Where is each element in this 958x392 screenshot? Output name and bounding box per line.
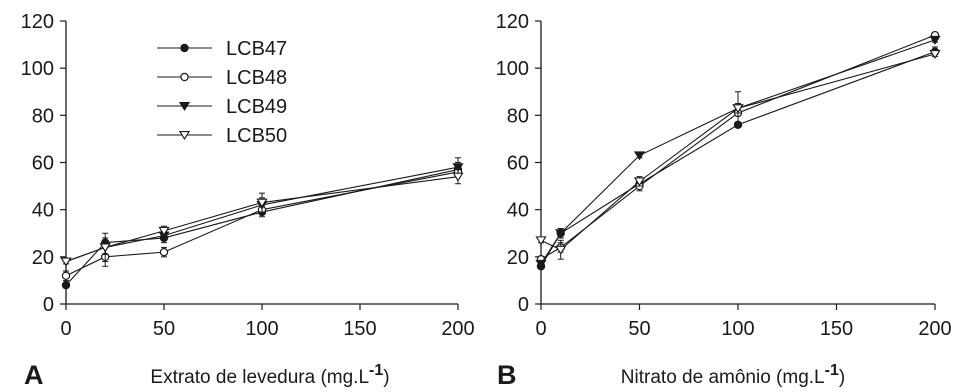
panel-a-y-tick-label: 80 bbox=[32, 105, 54, 127]
panel-a-x-tick-label: 200 bbox=[441, 318, 474, 340]
panel-b-y-tick-label: 0 bbox=[518, 294, 529, 316]
panel-b-series-lcb50 bbox=[535, 50, 941, 260]
panel-b-series-lcb50-line bbox=[540, 53, 936, 251]
panel-a-y-tick-label: 40 bbox=[32, 200, 54, 222]
legend-item-lcb47: LCB47 bbox=[157, 38, 287, 60]
panel-a-series-lcb48-point bbox=[159, 247, 169, 257]
panel-a-series-lcb48 bbox=[61, 166, 463, 281]
panel-b-x-tick-label: 200 bbox=[918, 318, 951, 340]
panel-b-x-tick-label: 50 bbox=[628, 318, 650, 340]
panel-b-series-lcb48 bbox=[536, 30, 940, 264]
panel-a-y-tick-label: 20 bbox=[32, 247, 54, 269]
panel-a-series-lcb50-point bbox=[60, 257, 72, 267]
panel-b-series-lcb50-point bbox=[732, 104, 744, 114]
legend: LCB47 LCB48 LCB49 LCB50 bbox=[157, 38, 287, 147]
legend-item-lcb48: LCB48 bbox=[157, 67, 287, 89]
panel-b-y-tick-label: 40 bbox=[507, 200, 529, 222]
panel-b-series-lcb49 bbox=[535, 35, 941, 269]
panel-b-letter: B bbox=[497, 360, 517, 390]
panel-b-series-lcb47 bbox=[536, 46, 940, 271]
legend-item-lcb49: LCB49 bbox=[157, 96, 287, 118]
panel-a-x-tick-label: 0 bbox=[60, 318, 71, 340]
panel-a-x-axis-label: Extrato de levedura (mg.L-1) bbox=[150, 362, 389, 388]
panel-a-y-tick-label: 0 bbox=[43, 294, 54, 316]
panel-b-series-lcb49-point bbox=[633, 151, 646, 161]
panel-a-series-lcb48-point bbox=[61, 271, 71, 280]
panel-b-series-lcb50-point bbox=[633, 177, 646, 187]
panel-a-series-lcb50-line bbox=[65, 176, 459, 263]
panel-a-series-lcb50-point bbox=[256, 198, 268, 208]
panel-b-series-lcb49-point bbox=[929, 35, 941, 45]
panel-a-series-lcb47 bbox=[61, 162, 463, 290]
panel-b-x-axis-label: Nitrato de amônio (mg.L-1) bbox=[621, 362, 845, 388]
panel-a-series-lcb50-point bbox=[158, 226, 170, 236]
panel-b-y-tick-label: 80 bbox=[507, 105, 529, 127]
panel-b-series-lcb48-line bbox=[540, 34, 936, 260]
panel-a-x-tick-label: 150 bbox=[343, 318, 376, 340]
panel-b-series-lcb49-point bbox=[535, 259, 547, 269]
panel-a-series-lcb48-line bbox=[65, 171, 459, 277]
panel-a-series-lcb50-point bbox=[452, 172, 464, 182]
panel-a-series-lcb50 bbox=[60, 169, 464, 267]
panel-a-series-lcb47-line bbox=[65, 169, 459, 286]
panel-a-x-tick-label: 50 bbox=[153, 318, 175, 340]
panel-b-series-lcb50-point bbox=[535, 236, 547, 246]
legend-marker bbox=[178, 131, 191, 140]
legend-label: LCB49 bbox=[226, 96, 287, 118]
panel-b-series-lcb47-line bbox=[540, 51, 936, 267]
panel-a-letter: A bbox=[24, 360, 44, 390]
panel-b-series-lcb49-point bbox=[555, 229, 567, 239]
legend-marker bbox=[180, 72, 189, 82]
panel-b-x-tick-label: 100 bbox=[721, 318, 754, 340]
panel-b-series-lcb50-point bbox=[929, 50, 941, 59]
panel-a-y-tick-label: 120 bbox=[21, 11, 54, 33]
panel-a-y-tick-label: 100 bbox=[21, 58, 54, 80]
panel-a-y-tick-label: 60 bbox=[32, 153, 54, 175]
panel-a-series-lcb47-point bbox=[61, 280, 71, 290]
panel-b-y-tick-label: 20 bbox=[507, 247, 529, 269]
panel-b-series-lcb50-point bbox=[555, 245, 567, 255]
panel-b-x-tick-label: 150 bbox=[820, 318, 853, 340]
legend-label: LCB47 bbox=[226, 38, 287, 60]
legend-marker bbox=[180, 43, 189, 53]
panel-b-y-tick-label: 100 bbox=[496, 58, 529, 80]
legend-item-lcb50: LCB50 bbox=[157, 125, 287, 147]
panel-b-y-tick-label: 120 bbox=[496, 11, 529, 33]
panel-a-x-tick-label: 100 bbox=[245, 318, 278, 340]
legend-marker bbox=[178, 102, 191, 111]
panel-b-x-tick-label: 0 bbox=[535, 318, 546, 340]
legend-label: LCB48 bbox=[226, 67, 287, 89]
panel-b-nitrato-de-amonio: 0 20 40 60 80 100 120 0 50 100 150 200 B Nitrato de a… bbox=[496, 11, 952, 390]
panel-a-series-lcb49-point bbox=[452, 163, 464, 173]
legend-label: LCB50 bbox=[226, 125, 287, 147]
panel-b-y-tick-label: 60 bbox=[507, 153, 529, 175]
panel-a-series-lcb50-point bbox=[99, 243, 111, 253]
